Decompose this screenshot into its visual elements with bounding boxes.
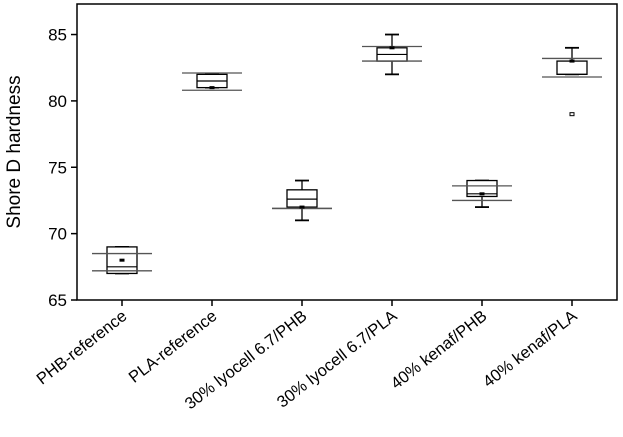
mean-marker xyxy=(389,46,395,50)
y-tick-label: 85 xyxy=(48,26,67,45)
box-group xyxy=(272,179,332,222)
y-tick-label: 75 xyxy=(48,158,67,177)
y-axis-title: Shore D hardness xyxy=(4,75,25,228)
box-iqr xyxy=(466,179,498,198)
box-group xyxy=(92,246,152,275)
x-tick-label: PLA-reference xyxy=(126,307,221,387)
x-tick-label: PHB-reference xyxy=(33,307,130,388)
box-iqr xyxy=(286,189,318,208)
x-tick-label: 40% kenaf/PLA xyxy=(480,307,581,391)
y-tick-label: 65 xyxy=(48,291,67,310)
mean-marker xyxy=(569,59,575,63)
box-iqr xyxy=(556,60,588,75)
box-group xyxy=(542,46,602,117)
box-group xyxy=(452,179,512,208)
plot-frame xyxy=(76,3,618,301)
y-tick-label: 70 xyxy=(48,225,67,244)
mean-marker xyxy=(299,205,305,209)
x-tick-label: 40% kenaf/PHB xyxy=(388,307,491,393)
mean-marker xyxy=(479,192,485,196)
mean-marker xyxy=(119,258,125,262)
plot-marks xyxy=(92,33,602,275)
box-group xyxy=(362,33,422,76)
y-tick-label: 80 xyxy=(48,92,67,111)
y-axis: 65 70 75 80 85 xyxy=(48,26,77,310)
box-group xyxy=(182,72,242,91)
mean-marker xyxy=(209,86,215,90)
outlier-point xyxy=(569,112,575,117)
